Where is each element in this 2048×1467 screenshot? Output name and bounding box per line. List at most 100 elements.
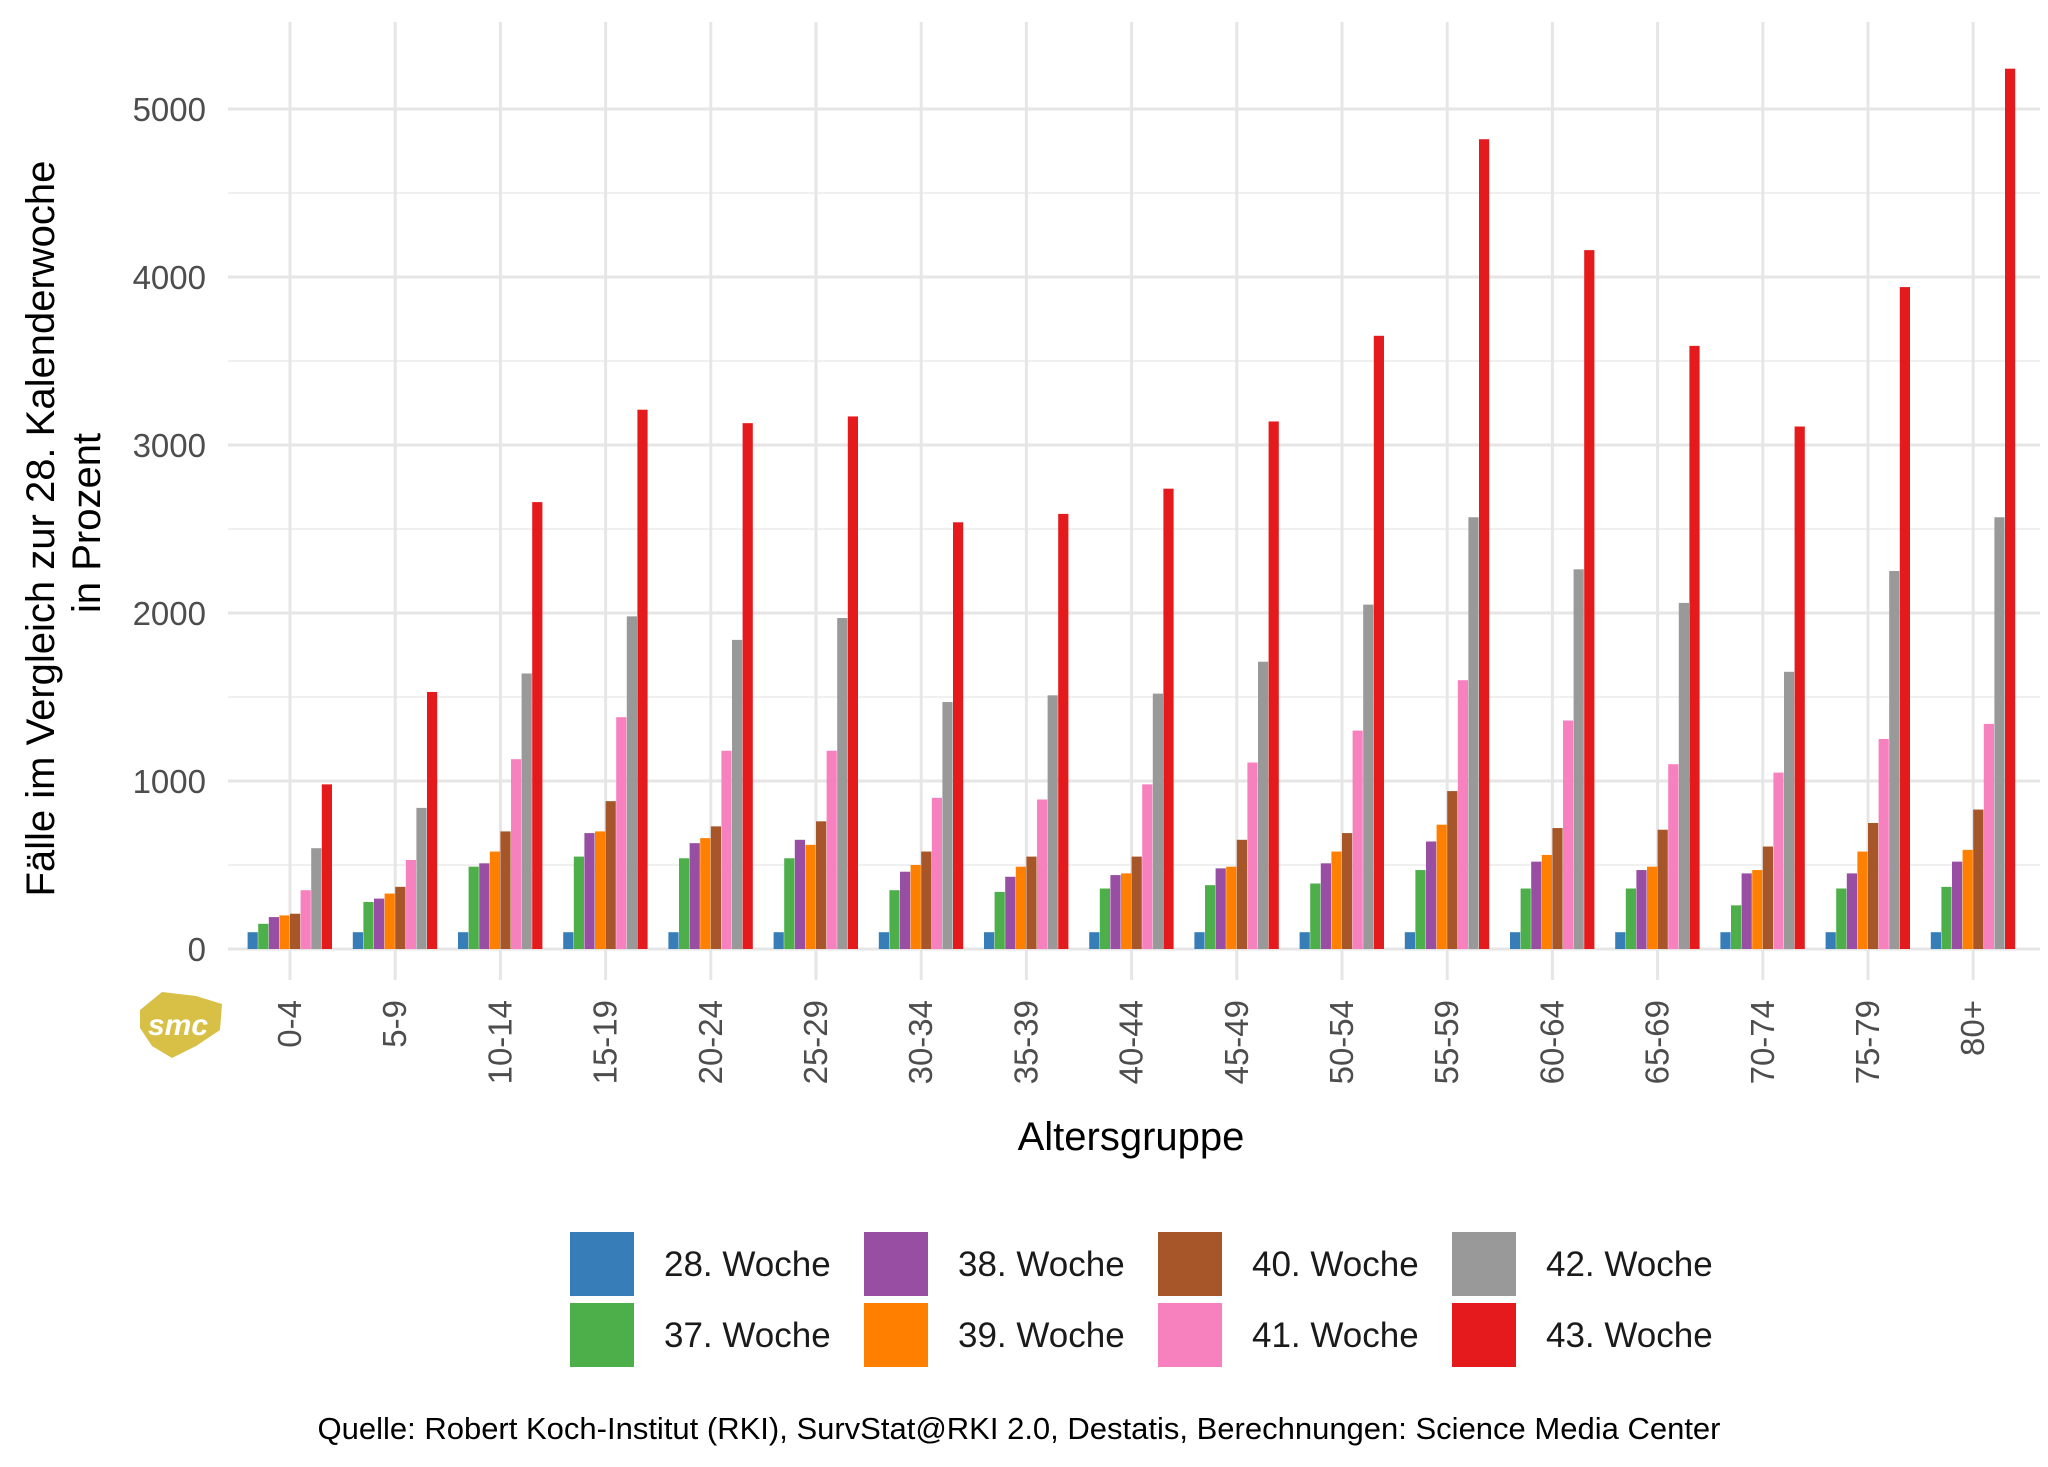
bar <box>1215 868 1226 949</box>
x-tick-label: 65-69 <box>1639 1000 1676 1084</box>
smc-logo-text: smc <box>148 1009 208 1042</box>
bar <box>953 522 964 949</box>
bar <box>290 913 301 949</box>
bar <box>1584 250 1595 949</box>
bar <box>1846 873 1857 949</box>
legend: 28. Woche 37. Woche 38. Woche 39. Woche 40. … <box>570 1232 1713 1367</box>
bar <box>1552 828 1563 949</box>
legend-label: 38. Woche <box>958 1245 1125 1284</box>
bar <box>1352 730 1363 949</box>
bar <box>605 801 616 949</box>
bar <box>1930 932 1941 949</box>
source-note: Quelle: Robert Koch-Institut (RKI), Surv… <box>317 1411 1720 1446</box>
bar <box>984 932 995 949</box>
legend-key <box>1452 1303 1516 1367</box>
y-tick-label: 1000 <box>133 763 206 800</box>
bar <box>416 807 427 949</box>
x-tick-label: 25-29 <box>797 1000 834 1084</box>
bar <box>1794 426 1805 949</box>
bar <box>1163 488 1174 949</box>
x-tick-label: 40-44 <box>1113 1000 1150 1084</box>
bar <box>405 859 416 949</box>
bar <box>816 821 827 949</box>
bar <box>584 833 595 949</box>
bar <box>1720 932 1731 949</box>
bar <box>784 858 795 949</box>
bar <box>1941 886 1952 949</box>
bar <box>352 932 363 949</box>
bar <box>1615 932 1626 949</box>
bar <box>1647 866 1658 949</box>
x-tick-label: 10-14 <box>481 1000 518 1084</box>
x-tick-label: 35-39 <box>1007 1000 1044 1084</box>
bar <box>826 750 837 949</box>
bar <box>1868 823 1879 949</box>
bar <box>1541 854 1552 949</box>
bar <box>500 831 511 949</box>
bars <box>247 68 2016 950</box>
bar <box>1226 866 1237 949</box>
y-tick-label: 0 <box>188 931 206 968</box>
bar <box>1836 888 1847 949</box>
legend-key <box>1158 1303 1222 1367</box>
bar <box>1878 739 1889 949</box>
smc-logo: smc <box>140 992 222 1058</box>
bar <box>1731 905 1742 949</box>
x-axis-ticks: 0-4 5-9 10-14 15-19 20-24 25-29 30-34 35-39 40-4… <box>271 1000 1991 1084</box>
x-tick-label: 60-64 <box>1533 1000 1570 1084</box>
bar <box>1952 861 1963 949</box>
y-axis-ticks: 0 1000 2000 3000 4000 5000 <box>133 91 206 968</box>
bar <box>363 901 374 949</box>
bar <box>384 893 395 949</box>
legend-label: 39. Woche <box>958 1316 1125 1355</box>
legend-label: 42. Woche <box>1546 1245 1713 1284</box>
bar <box>700 838 711 949</box>
smc-logo-badge <box>140 992 222 1058</box>
bar <box>1373 335 1384 949</box>
bar <box>1468 517 1479 949</box>
bar <box>837 618 848 949</box>
bar <box>1047 695 1058 949</box>
y-tick-label: 4000 <box>133 259 206 296</box>
bar <box>805 844 816 949</box>
bar <box>1152 693 1163 949</box>
bar <box>468 866 479 949</box>
bar <box>1857 851 1868 949</box>
bar <box>1404 932 1415 949</box>
legend-key <box>1452 1232 1516 1296</box>
bar <box>1983 723 1994 949</box>
x-tick-label: 0-4 <box>271 1000 308 1048</box>
bar <box>1678 602 1689 949</box>
bar <box>994 891 1005 949</box>
bar <box>258 923 269 949</box>
bar <box>427 691 438 949</box>
bar <box>889 890 900 949</box>
bar <box>532 502 543 949</box>
bar <box>1994 517 2005 949</box>
bar <box>2005 68 2016 950</box>
bar <box>1625 888 1636 949</box>
bar <box>721 750 732 949</box>
x-tick-label: 5-9 <box>376 1000 413 1048</box>
bar <box>773 932 784 949</box>
bar <box>931 797 942 949</box>
bar <box>1299 932 1310 949</box>
bar <box>374 898 385 949</box>
bar <box>1436 824 1447 949</box>
y-axis-title-line-2: in Prozent <box>65 433 109 613</box>
legend-key <box>570 1232 634 1296</box>
legend-label: 41. Woche <box>1252 1316 1419 1355</box>
x-tick-label: 15-19 <box>587 1000 624 1084</box>
bar <box>1573 569 1584 949</box>
bar <box>1479 139 1490 950</box>
bar <box>1773 772 1784 949</box>
bar <box>1005 876 1016 949</box>
legend-label: 28. Woche <box>664 1245 831 1284</box>
bar <box>689 843 700 949</box>
bar <box>1973 809 1984 949</box>
bar <box>311 848 322 949</box>
legend-label: 37. Woche <box>664 1316 831 1355</box>
bar <box>1089 932 1100 949</box>
